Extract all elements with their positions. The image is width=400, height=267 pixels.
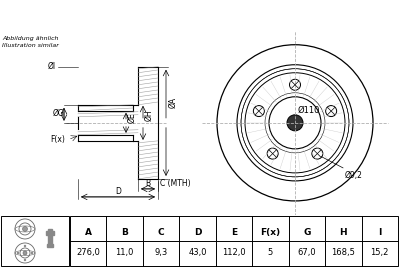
Text: ØG: ØG bbox=[53, 109, 65, 118]
Text: B: B bbox=[146, 179, 150, 188]
Text: A: A bbox=[85, 229, 92, 237]
Circle shape bbox=[24, 245, 26, 247]
Text: 67,0: 67,0 bbox=[298, 249, 316, 257]
Text: 411193: 411193 bbox=[272, 8, 336, 23]
Circle shape bbox=[22, 226, 28, 231]
Bar bbox=[70, 216, 398, 266]
Text: 15,2: 15,2 bbox=[370, 249, 389, 257]
Text: B: B bbox=[121, 229, 128, 237]
Bar bbox=[46, 231, 54, 235]
Text: Illustration similar: Illustration similar bbox=[2, 43, 59, 48]
Text: 24.0111-0193.1: 24.0111-0193.1 bbox=[81, 8, 215, 23]
Text: ØH: ØH bbox=[144, 109, 153, 121]
Text: 276,0: 276,0 bbox=[76, 249, 100, 257]
Text: D: D bbox=[194, 229, 201, 237]
Text: 43,0: 43,0 bbox=[188, 249, 207, 257]
Text: 11,0: 11,0 bbox=[116, 249, 134, 257]
Circle shape bbox=[17, 252, 19, 254]
Circle shape bbox=[23, 251, 27, 255]
Circle shape bbox=[24, 259, 26, 261]
Text: ØA: ØA bbox=[168, 97, 177, 108]
Bar bbox=[47, 244, 53, 247]
Circle shape bbox=[31, 252, 33, 254]
Text: F(x): F(x) bbox=[50, 135, 65, 144]
Text: I: I bbox=[378, 229, 382, 237]
Bar bbox=[1, 216, 69, 266]
Text: G: G bbox=[303, 229, 310, 237]
Text: ØI: ØI bbox=[48, 62, 56, 71]
Text: H: H bbox=[340, 229, 347, 237]
Text: C (MTH): C (MTH) bbox=[160, 179, 191, 188]
Circle shape bbox=[287, 115, 303, 131]
Text: F(x): F(x) bbox=[260, 229, 280, 237]
Text: Abbildung ähnlich: Abbildung ähnlich bbox=[2, 36, 58, 41]
Text: 5: 5 bbox=[268, 249, 273, 257]
Text: 9,3: 9,3 bbox=[154, 249, 168, 257]
Text: C: C bbox=[158, 229, 164, 237]
Text: ØE: ØE bbox=[127, 112, 136, 123]
Text: 112,0: 112,0 bbox=[222, 249, 246, 257]
Text: D: D bbox=[115, 187, 121, 196]
Text: E: E bbox=[231, 229, 237, 237]
Text: 168,5: 168,5 bbox=[331, 249, 355, 257]
Bar bbox=[48, 229, 52, 245]
Text: Ø9,2: Ø9,2 bbox=[345, 171, 363, 180]
Text: Ø110: Ø110 bbox=[298, 106, 320, 115]
